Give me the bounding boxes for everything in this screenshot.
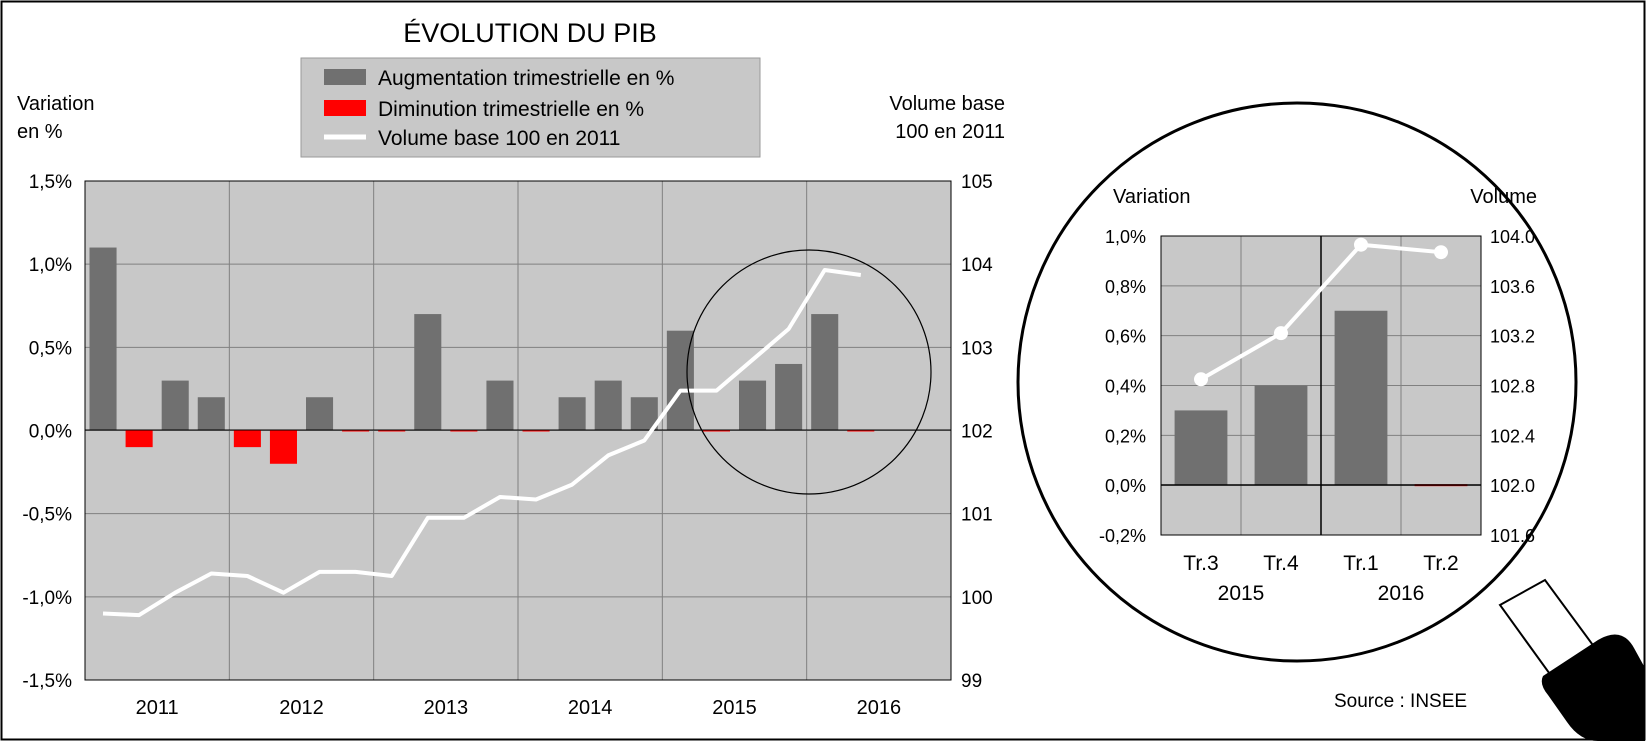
increase-bar <box>558 397 586 431</box>
zoom-left-tick-label: 0,4% <box>1105 377 1146 397</box>
zoom-left-tick-label: 0,8% <box>1105 277 1146 297</box>
legend-swatch-increase <box>324 69 366 85</box>
right-axis-label-line2: 100 en 2011 <box>895 121 1005 143</box>
year-label: 2015 <box>712 697 757 719</box>
year-label: 2016 <box>857 697 902 719</box>
right-tick-label: 99 <box>961 671 982 692</box>
source-label: Source : INSEE <box>1334 691 1467 712</box>
right-tick-label: 104 <box>961 255 993 276</box>
year-label: 2014 <box>568 697 613 719</box>
zoom-category-label: Tr.2 <box>1423 552 1458 575</box>
legend: Augmentation trimestrielle en % Diminuti… <box>300 57 761 158</box>
year-label: 2012 <box>279 697 324 719</box>
zoom-left-tick-label: 0,6% <box>1105 327 1146 347</box>
zoom-volume-line-path <box>1200 242 1442 382</box>
increase-bar <box>775 363 803 431</box>
main-right-tick-labels: 105 104 103 102 101 100 99 <box>961 172 993 692</box>
zoom-right-tick-labels: 104.0 103.6 103.2 102.8 102.4 102.0 101.6 <box>1490 227 1535 546</box>
zoom-volume-point <box>1274 326 1288 341</box>
increase-bar <box>739 380 767 431</box>
zoom-category-label: Tr.1 <box>1343 552 1378 575</box>
legend-swatch-decrease <box>324 100 366 116</box>
legend-label-volume: Volume base 100 en 2011 <box>378 127 620 150</box>
right-tick-label: 105 <box>961 172 993 193</box>
zoom-increase-bar <box>1334 310 1388 486</box>
right-tick-label: 100 <box>961 588 993 609</box>
zoom-left-tick-labels: 1,0% 0,8% 0,6% 0,4% 0,2% 0,0% -0,2% <box>1099 227 1146 546</box>
zoom-volume-point <box>1354 237 1368 252</box>
magnifier-handle-grip <box>1541 634 1645 741</box>
increase-bar <box>594 380 622 431</box>
focus-circle <box>686 249 932 495</box>
left-tick-label: 0,0% <box>29 422 72 443</box>
left-tick-label: -0,5% <box>22 505 72 526</box>
left-tick-label: 0,5% <box>29 338 72 359</box>
zoom-left-tick-label: -0,2% <box>1099 526 1146 546</box>
zoom-volume-line <box>1194 237 1448 387</box>
legend-label-decrease: Diminution trimestrielle en % <box>378 98 644 121</box>
zoom-left-tick-label: 1,0% <box>1105 227 1146 247</box>
decrease-bar <box>269 430 297 464</box>
left-axis-label-line1: Variation <box>17 93 94 115</box>
zoom-right-tick-label: 102.0 <box>1490 476 1535 496</box>
zoom-year-label: 2015 <box>1218 582 1265 605</box>
zoom-right-axis-label: Volume <box>1470 186 1537 208</box>
volume-line <box>102 268 862 618</box>
zoom-right-tick-label: 103.6 <box>1490 277 1535 297</box>
zoom-left-tick-label: 0,0% <box>1105 476 1146 496</box>
legend-label-increase: Augmentation trimestrielle en % <box>378 67 674 90</box>
right-tick-label: 102 <box>961 422 993 443</box>
increase-bar <box>486 380 514 431</box>
left-tick-label: -1,0% <box>22 588 72 609</box>
left-axis-label-line2: en % <box>17 121 63 143</box>
right-axis-label-line1: Volume base <box>889 93 1005 115</box>
zoom-increase-bar <box>1254 385 1308 486</box>
year-label: 2013 <box>424 697 469 719</box>
zoom-increase-bar <box>1174 410 1228 486</box>
left-tick-label: 1,0% <box>29 255 72 276</box>
year-label: 2011 <box>136 697 179 719</box>
zoom-year-labels: 2015 2016 <box>1218 582 1425 605</box>
left-tick-label: -1,5% <box>22 671 72 692</box>
decrease-bar <box>125 430 153 448</box>
zoom-category-labels: Tr.3 Tr.4 Tr.1 Tr.2 <box>1183 552 1458 575</box>
zoom-left-tick-label: 0,2% <box>1105 426 1146 446</box>
main-volume-line <box>102 268 862 618</box>
zoom-category-label: Tr.4 <box>1263 552 1299 575</box>
right-tick-label: 101 <box>961 505 993 526</box>
zoom-right-tick-label: 104.0 <box>1490 227 1535 247</box>
increase-bar <box>414 314 442 431</box>
increase-bar <box>161 380 189 431</box>
increase-bar <box>197 397 225 431</box>
decrease-bar <box>233 430 261 448</box>
main-year-labels: 2011 2012 2013 2014 2015 2016 <box>136 697 901 719</box>
legend-box <box>300 57 761 158</box>
left-tick-label: 1,5% <box>29 172 72 193</box>
main-left-tick-labels: 1,5% 1,0% 0,5% 0,0% -0,5% -1,0% -1,5% <box>22 172 72 692</box>
zoom-volume-point <box>1434 245 1448 260</box>
zoom-right-tick-label: 102.8 <box>1490 377 1535 397</box>
main-bars <box>89 247 875 464</box>
zoom-right-tick-label: 102.4 <box>1490 426 1535 446</box>
right-tick-label: 103 <box>961 338 993 359</box>
zoom-year-label: 2016 <box>1378 582 1425 605</box>
zoom-left-axis-label: Variation <box>1113 186 1190 208</box>
zoom-right-tick-label: 103.2 <box>1490 327 1535 347</box>
magnifier-handle <box>1498 578 1645 741</box>
increase-bar <box>811 314 839 431</box>
increase-bar <box>89 247 117 431</box>
zoom-right-tick-label: 101.6 <box>1490 526 1535 546</box>
zoom-volume-point <box>1194 372 1208 387</box>
increase-bar <box>306 397 334 431</box>
zoom-category-label: Tr.3 <box>1183 552 1218 575</box>
chart-title: ÉVOLUTION DU PIB <box>403 18 657 48</box>
